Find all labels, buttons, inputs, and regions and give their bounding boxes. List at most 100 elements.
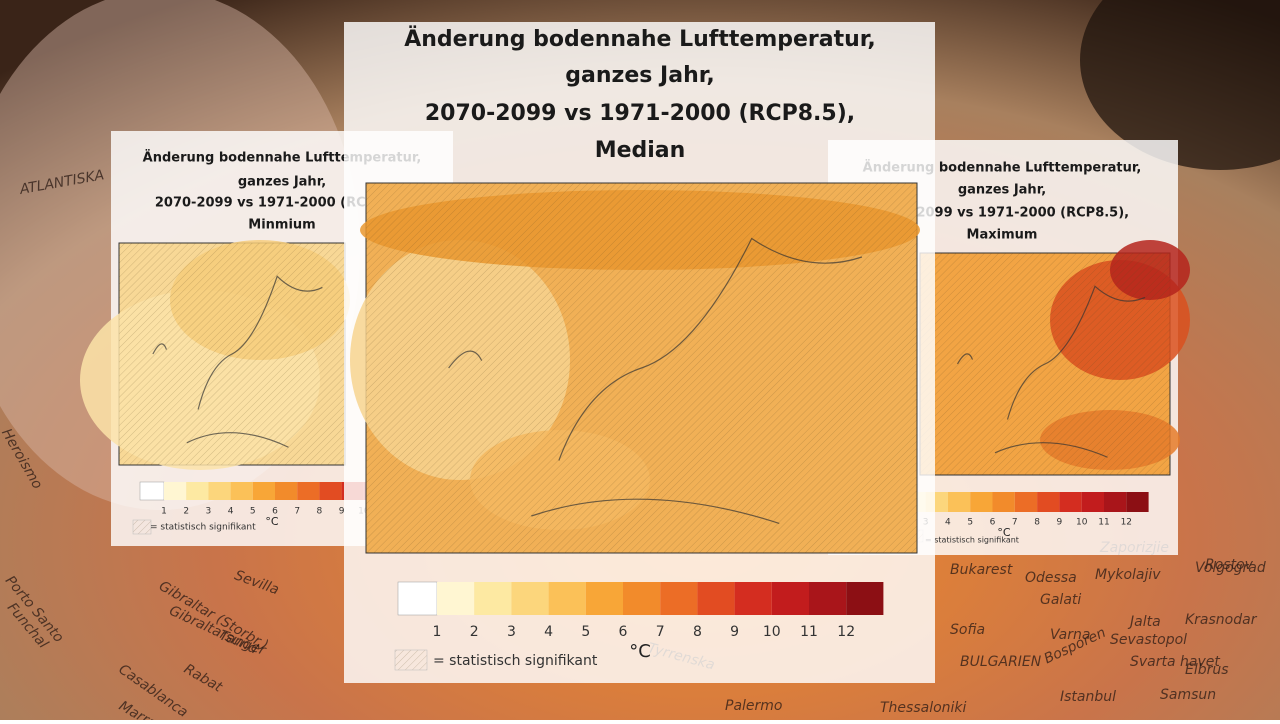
colorbar-tick-label: 3 — [206, 507, 212, 517]
colorbar-swatch — [585, 582, 623, 615]
colorbar-tick-label: 5 — [250, 507, 256, 517]
legend-hatch-box — [132, 519, 152, 535]
colorbar-tick-label: 8 — [693, 624, 702, 640]
colorbar-tick-label: 12 — [1121, 518, 1132, 528]
colorbar-unit: °C — [997, 526, 1011, 539]
colorbar-swatch — [252, 482, 275, 500]
colorbar-tick-label: 5 — [967, 518, 973, 528]
colorbar-swatch — [297, 482, 320, 500]
colorbar-tick-label: 1 — [161, 507, 167, 517]
colorbar-tick-label: 12 — [837, 624, 855, 640]
colorbar-swatch — [1126, 492, 1149, 512]
place-label: Elbrus — [1185, 662, 1229, 678]
colorbar-tick-label: 7 — [1012, 518, 1018, 528]
colorbar-swatch — [474, 582, 512, 615]
colorbar-tick-label: 5 — [581, 624, 590, 640]
colorbar-swatch — [397, 581, 438, 616]
panel-title-line: 2070-2099 vs 1971-2000 (RCP8.5), — [425, 101, 855, 126]
map-panel: Änderung bodennahe Lufttemperatur, ganzes… — [344, 22, 935, 683]
colorbar-tick-label: 7 — [656, 624, 665, 640]
colorbar-swatch — [208, 482, 231, 500]
colorbar-swatch — [511, 582, 549, 615]
colorbar-unit: °C — [265, 515, 279, 528]
map-panel: Änderung bodennahe Lufttemperatur,ganzes… — [828, 140, 1190, 555]
place-label: Volgograd — [1195, 560, 1266, 576]
colorbar-tick-label: 9 — [1057, 518, 1063, 528]
colorbar-swatch — [437, 582, 475, 615]
colorbar-tick-label: 6 — [619, 624, 628, 640]
colorbar-tick-label: 4 — [544, 624, 553, 640]
place-label: Odessa — [1025, 570, 1077, 586]
legend-text: = statistisch signifikant — [150, 523, 256, 533]
colorbar-tick-label: 9 — [339, 507, 345, 517]
colorbar-swatch — [697, 582, 735, 615]
panel-title-line: ganzes Jahr, — [565, 63, 714, 88]
colorbar-swatch — [1014, 492, 1038, 512]
colorbar-tick-label: 4 — [945, 518, 951, 528]
place-label: Bukarest — [950, 562, 1013, 578]
place-label: Sofia — [950, 622, 985, 638]
place-label: Svarta havet — [1130, 654, 1220, 670]
colorbar-tick-label: 11 — [1098, 518, 1109, 528]
colorbar-swatch — [992, 492, 1015, 512]
colorbar-tick-label: 6 — [272, 507, 278, 517]
place-label: Samsun — [1160, 687, 1216, 703]
place-label: Jalta — [1127, 614, 1161, 630]
colorbar-swatch — [809, 582, 847, 615]
hatching — [366, 183, 917, 553]
colorbar-swatch — [548, 582, 586, 615]
legend-text: = statistisch signifikant — [925, 536, 1019, 545]
colorbar-swatch — [734, 582, 772, 615]
colorbar-swatch — [947, 492, 971, 512]
panel-title-line: Minmium — [248, 218, 315, 233]
panel-title-line: ganzes Jahr, — [958, 183, 1046, 198]
colorbar-swatch — [275, 482, 298, 500]
place-label: Krasnodar — [1185, 612, 1258, 628]
place-label: Mykolajiv — [1095, 567, 1161, 583]
panel-title-line: 2070-2099 vs 1971-2000 (RCP8.5), — [875, 206, 1129, 221]
place-label: Varna — [1050, 627, 1090, 643]
legend-text: = statistisch signifikant — [433, 653, 598, 669]
place-label: Thessaloniki — [880, 700, 967, 716]
colorbar-swatch — [1104, 492, 1127, 512]
colorbar-swatch — [186, 482, 209, 500]
colorbar-tick-label: 11 — [800, 624, 818, 640]
hatching — [119, 243, 345, 465]
panel-title-line: Änderung bodennahe Lufttemperatur, — [404, 26, 876, 52]
colorbar-swatch — [139, 481, 165, 501]
panel-title-line: Median — [595, 138, 686, 163]
colorbar-swatch — [623, 582, 661, 615]
colorbar-tick-label: 1 — [433, 624, 442, 640]
colorbar-swatch — [771, 582, 809, 615]
place-label: Palermo — [725, 698, 782, 714]
colorbar-tick-label: 2 — [470, 624, 479, 640]
legend-hatch-box — [394, 649, 428, 671]
colorbar-tick-label: 3 — [507, 624, 516, 640]
colorbar-swatch — [1081, 492, 1104, 512]
place-label: BULGARIEN — [960, 654, 1042, 670]
colorbar-swatch — [970, 492, 993, 512]
colorbar-swatch — [846, 582, 884, 615]
colorbar-tick-label: 8 — [1034, 518, 1040, 528]
colorbar-swatch — [230, 482, 253, 500]
colorbar-tick-label: 10 — [763, 624, 781, 640]
colorbar-unit: °C — [629, 641, 651, 662]
colorbar-tick-label: 6 — [990, 518, 996, 528]
place-label: Rostov — [1205, 557, 1254, 573]
colorbar-swatch — [660, 582, 698, 615]
colorbar-tick-label: 8 — [317, 507, 323, 517]
colorbar-tick-label: 7 — [294, 507, 300, 517]
panel-title-line: Maximum — [967, 228, 1038, 243]
place-label: Istanbul — [1060, 689, 1116, 705]
colorbar-tick-label: 4 — [228, 507, 234, 517]
panel-title-line: ganzes Jahr, — [238, 175, 326, 190]
colorbar-swatch — [319, 482, 342, 500]
hatching — [920, 253, 1170, 475]
colorbar-swatch — [1037, 492, 1060, 512]
colorbar-swatch — [1059, 492, 1082, 512]
place-label: Galati — [1040, 592, 1081, 608]
background-shadow — [1080, 0, 1280, 170]
colorbar-swatch — [164, 482, 187, 500]
place-label: Sevastopol — [1110, 632, 1187, 648]
colorbar-tick-label: 10 — [1076, 518, 1088, 528]
